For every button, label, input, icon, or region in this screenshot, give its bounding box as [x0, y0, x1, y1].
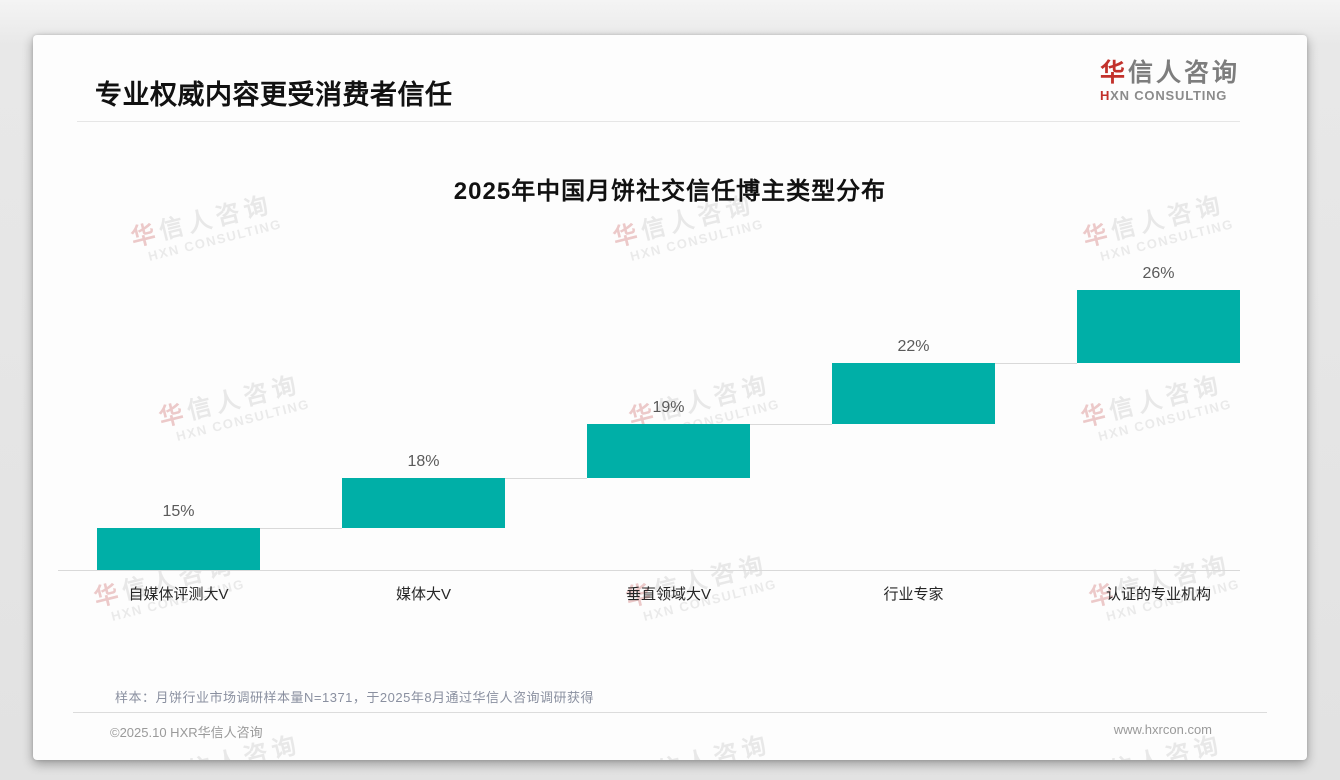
brand-logo-accent-char: 华	[1099, 59, 1128, 87]
footer-divider	[73, 712, 1267, 713]
bar-value-label: 22%	[897, 337, 930, 355]
bar	[832, 362, 995, 425]
step-connector	[995, 362, 1077, 364]
copyright-text: ©2025.10 HXR华信人咨询	[110, 725, 263, 740]
x-axis-label: 垂直领域大V	[625, 586, 711, 603]
brand-logo-en-accent-char: H	[1099, 87, 1111, 103]
bar-value-label: 15%	[162, 503, 195, 520]
website-url: www.hxrcon.com	[1113, 722, 1212, 737]
bar-value-label: 19%	[652, 399, 685, 417]
brand-logo-rest-chars: 信人咨询	[1127, 59, 1240, 87]
report-card: 华信人咨询 HXN CONSULTING 华信人咨询 HXN CONSULTING 华信…	[33, 35, 1307, 760]
x-axis-label: 媒体大V	[395, 586, 451, 603]
sample-note: 样本：月饼行业市场调研样本量N=1371，于2025年8月通过华信人咨询调研获得	[115, 690, 595, 705]
bar-value-label: 18%	[407, 452, 440, 470]
bar	[1077, 290, 1240, 363]
x-axis-label: 自媒体评测大V	[128, 586, 229, 603]
bar-value-label: 26%	[1142, 265, 1175, 282]
x-axis-line	[58, 570, 1240, 571]
step-connector	[750, 424, 832, 426]
bar	[342, 477, 505, 528]
x-axis-label: 行业专家	[883, 586, 944, 603]
step-connector	[260, 528, 342, 529]
chart-title: 2025年中国月饼社交信任博主类型分布	[453, 178, 887, 205]
page-title: 专业权威内容更受消费者信任	[95, 80, 453, 110]
staircase-bar-chart: 15% 自媒体评测大V 18% 媒体大V 19% 垂直领域大V 22% 行业专家 26% 认证的专…	[33, 35, 1307, 760]
brand-logo: 华信人咨询 HXN CONSULTING	[1099, 59, 1240, 103]
x-axis-label: 认证的专业机构	[1105, 586, 1211, 603]
bar	[587, 424, 750, 478]
brand-logo-english: HXN CONSULTING	[1099, 87, 1240, 103]
brand-logo-chinese: 华信人咨询	[1099, 59, 1240, 88]
header-divider	[77, 121, 1240, 122]
step-connector	[505, 477, 587, 479]
bar	[97, 528, 260, 570]
brand-logo-en-rest-chars: XN CONSULTING	[1110, 87, 1228, 103]
